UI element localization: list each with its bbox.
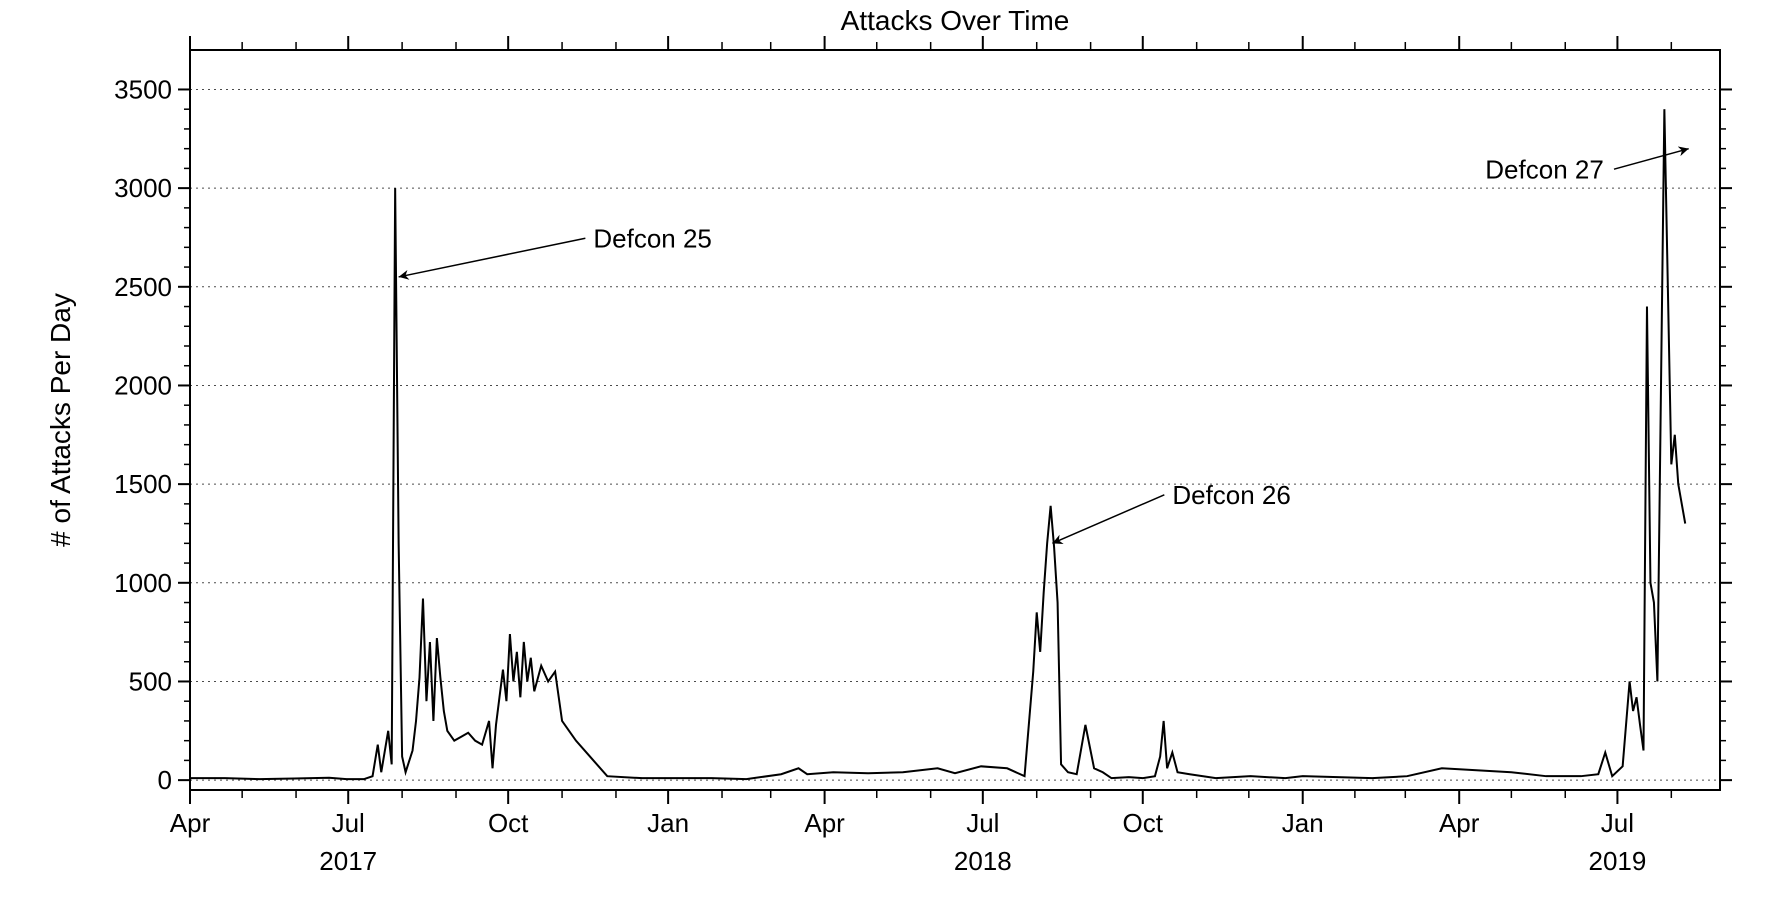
annotation-label: Defcon 26 — [1172, 480, 1291, 510]
y-tick-label: 2500 — [114, 272, 172, 302]
x-month-label: Apr — [804, 808, 845, 838]
data-series — [190, 109, 1685, 779]
y-tick-label: 1500 — [114, 469, 172, 499]
x-year-label: 2017 — [319, 846, 377, 876]
x-month-label: Jan — [1282, 808, 1324, 838]
x-month-label: Jul — [332, 808, 365, 838]
chart-title: Attacks Over Time — [841, 5, 1070, 36]
y-tick-label: 3500 — [114, 74, 172, 104]
y-tick-label: 1000 — [114, 568, 172, 598]
y-tick-label: 2000 — [114, 370, 172, 400]
attacks-over-time-chart: Attacks Over Time # of Attacks Per Day 0… — [0, 0, 1767, 903]
y-tick-label: 500 — [129, 666, 172, 696]
x-ticks: Apr Jul Oct Jan Apr Jul Oct Jan Apr Jul 2017 2018 20… — [170, 36, 1672, 876]
y-tick-label: 0 — [158, 765, 172, 795]
y-axis-label: # of Attacks Per Day — [45, 293, 76, 547]
x-month-label: Oct — [488, 808, 529, 838]
x-month-label: Apr — [170, 808, 211, 838]
y-tick-label: 3000 — [114, 173, 172, 203]
annotation-label: Defcon 27 — [1485, 154, 1604, 184]
x-month-label: Jan — [647, 808, 689, 838]
x-year-label: 2019 — [1588, 846, 1646, 876]
x-month-label: Jul — [966, 808, 999, 838]
x-month-label: Jul — [1601, 808, 1634, 838]
x-month-label: Apr — [1439, 808, 1480, 838]
annotation-label: Defcon 25 — [593, 223, 712, 253]
x-year-label: 2018 — [954, 846, 1012, 876]
x-month-label: Oct — [1123, 808, 1164, 838]
